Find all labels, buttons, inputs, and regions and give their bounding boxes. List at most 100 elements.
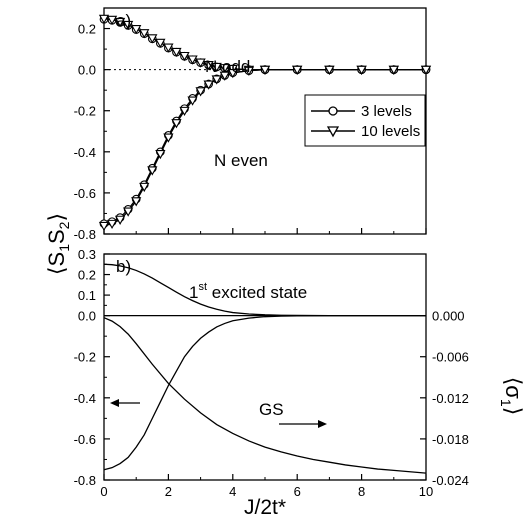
arrow-right-axis [279,420,327,428]
y2-tick-label: 0.000 [432,309,465,324]
y2-axis-label-sub1: 1 [498,399,514,407]
data-point-triangle [131,25,142,35]
data-point-triangle [171,119,182,129]
y-axis-label: ⟨S1S2⟩ [44,213,72,275]
data-point-triangle [131,197,142,207]
annotation-1: 1 [189,283,198,302]
x-tick-label: 6 [294,484,301,499]
y2-tick-label: -0.012 [432,391,469,406]
y-tick-label: -0.2 [74,350,96,365]
y-tick-label: -0.2 [74,104,96,119]
y-axis-label-s: S [44,229,69,244]
data-point-triangle [147,34,158,44]
data-point-triangle [219,71,230,81]
panel-a-label: a) [116,11,131,30]
legend: 3 levels 10 levels [304,94,426,147]
legend-marker-triangle [326,126,340,138]
annotation-n-even: N even [214,151,268,170]
data-point-triangle [123,207,134,217]
data-point-triangle [187,55,198,65]
series-line [103,317,427,474]
y-tick-label: 0.3 [78,247,96,262]
x-tick-label: 10 [419,484,433,499]
y-axis-label-sub1: 1 [56,244,72,252]
y-tick-label: 0.2 [78,22,96,37]
y-tick-label: -0.6 [74,432,96,447]
y-tick-label: -0.4 [74,391,96,406]
data-point-triangle [292,65,303,75]
y-axis-label-rbracket: ⟩ [44,213,69,222]
legend-label-3-levels: 3 levels [361,103,412,120]
y-tick-label: 0.0 [78,309,96,324]
data-point-triangle [114,17,126,28]
data-point-triangle [106,219,118,230]
y2-axis-label: ⟨σ1⟩ [498,377,526,416]
series-line [103,68,426,227]
data-point-triangle [324,65,335,75]
data-point-triangle [163,133,174,143]
data-point-triangle [187,96,198,106]
legend-box [304,94,426,147]
y2-axis-label-lbracket: ⟨σ [501,377,526,400]
y-tick-label: 0.2 [78,268,96,283]
legend-label-10-levels: 10 levels [361,123,420,140]
data-point-triangle [179,106,190,117]
panel-b: 0.3 0.2 0.1 0.0 -0.2 -0.4 -0.6 -0.8 0.000 -0.006 -… [74,247,469,499]
x-tick-label: 2 [165,484,172,499]
data-point-triangle [259,65,271,75]
y-tick-label: -0.6 [74,186,96,201]
data-point-triangle [139,182,150,193]
panel-a: 0.2 0.0 -0.2 -0.4 -0.6 -0.8 [74,14,432,242]
y2-axis-label-rbracket: ⟩ [501,407,526,416]
y2-tick-label: -0.024 [432,473,469,488]
data-point-triangle [98,221,110,232]
y-tick-label: 0.0 [78,63,96,78]
series-line [103,314,426,471]
y-axis-label-sub2: 2 [56,221,72,229]
y2-tick-label: -0.006 [432,350,469,365]
data-point-triangle [171,47,182,58]
data-point-triangle [98,14,110,25]
series-line [103,18,426,71]
data-point-triangle [106,15,118,26]
y-axis-label-lbracket: ⟨S [44,252,69,275]
x-tick-label: 4 [229,484,236,499]
data-point-triangle [163,43,174,53]
data-point-triangle [155,149,166,160]
data-point-triangle [211,62,222,73]
data-point-triangle [195,58,206,68]
panel-b-label: b) [116,257,131,276]
annotation-first-excited-state: 1st excited state [189,281,307,302]
data-point-triangle [155,38,166,49]
legend-marker-circle [328,106,338,116]
series-line [103,18,426,71]
data-point-triangle [203,80,214,90]
annotation-n-odd: N odd [205,57,250,76]
data-point-triangle [211,75,222,85]
data-point-triangle [147,166,158,176]
y-tick-label: -0.8 [74,473,96,488]
annotation-excited-state: excited state [207,283,307,302]
data-point-triangle [420,65,432,75]
data-point-triangle [123,20,134,31]
data-point-triangle [243,66,255,76]
y2-tick-label: -0.018 [432,432,469,447]
y-tick-label: 0.1 [78,288,96,303]
data-point-triangle [203,61,214,71]
x-tick-label: 0 [100,484,107,499]
data-point-triangle [139,29,150,39]
data-point-triangle [388,65,399,75]
x-axis-label: J/2t* [244,496,286,519]
annotation-st: st [198,281,207,293]
series-line [103,68,426,225]
data-point-triangle [179,51,190,62]
data-point-triangle [356,65,367,75]
y-tick-label: -0.4 [74,145,96,160]
data-point-triangle [195,87,206,97]
y-tick-label: -0.8 [74,227,96,242]
data-point-triangle [219,64,230,74]
x-tick-label: 8 [358,484,365,499]
data-point-triangle [114,215,126,225]
